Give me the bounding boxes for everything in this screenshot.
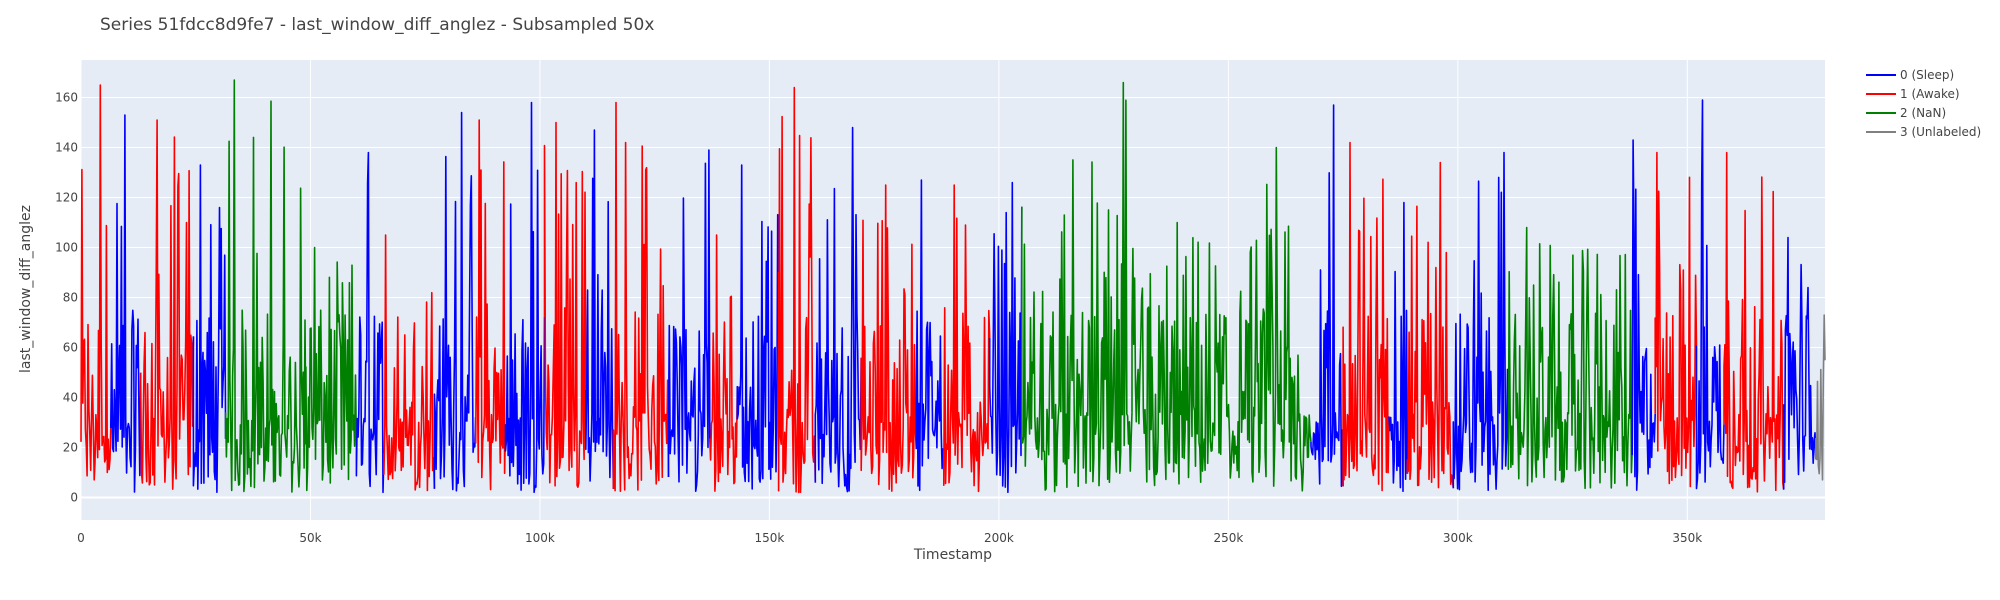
series-line-0-segment-18 (814, 126, 862, 493)
series-line-2-segment-5 (305, 246, 358, 492)
series-line-1-segment-36 (1723, 151, 1785, 493)
series-line-0-segment-37 (1782, 236, 1817, 490)
series-line-0-segment-27 (1310, 104, 1344, 488)
y-axis-title: last_window_diff_anglez (18, 205, 34, 373)
series-line-2-segment-25 (1131, 221, 1266, 487)
series-line-1-segment-28 (1342, 141, 1390, 492)
series-line-0-segment-22 (988, 181, 1023, 494)
series-line-1-segment-15 (709, 234, 739, 492)
series-line-1-segment-11 (543, 121, 587, 488)
series-line-0-segment-14 (667, 149, 711, 492)
series-line-0-segment-29 (1388, 201, 1409, 492)
series-line-2-segment-4 (224, 79, 307, 493)
series-line-1-segment-30 (1406, 161, 1455, 489)
x-tick-label: 300k (1443, 531, 1473, 545)
series-line-1-segment-19 (860, 184, 918, 492)
legend-label-0: 0 (Sleep) (1900, 68, 1954, 82)
series-line-2-segment-24 (1066, 81, 1133, 488)
plot-area (80, 79, 1826, 494)
series-line-2-segment-23 (1021, 206, 1069, 493)
y-tick-label: 160 (55, 91, 78, 105)
y-tick-label: 100 (55, 241, 78, 255)
x-tick-label: 350k (1672, 531, 1702, 545)
series-line-0-segment-8 (433, 111, 477, 492)
series-line-0-segment-35 (1695, 99, 1725, 490)
series-line-1-segment-17 (777, 86, 817, 494)
series-line-0-segment-20 (915, 179, 945, 492)
series-line-0-segment-16 (736, 164, 780, 490)
x-tick-label: 150k (754, 531, 784, 545)
series-line-1-segment-7 (383, 234, 436, 492)
series-line-0-segment-33 (1631, 139, 1656, 491)
y-tick-label: 120 (55, 191, 78, 205)
series-line-0-segment-6 (355, 151, 385, 494)
series-line-0-segment-31 (1452, 151, 1510, 491)
x-tick-label: 100k (525, 531, 555, 545)
y-tick-label: 140 (55, 141, 78, 155)
series-line-0-segment-10 (504, 101, 546, 494)
x-axis: 0 50k 100k 150k 200k 250k 300k 350k (77, 531, 1702, 545)
x-axis-title: Timestamp (913, 547, 992, 563)
x-tick-label: 200k (984, 531, 1014, 545)
x-tick-label: 0 (77, 531, 85, 545)
y-tick-label: 20 (63, 441, 78, 455)
y-tick-label: 80 (63, 291, 78, 305)
y-tick-label: 40 (63, 391, 78, 405)
y-axis: 0 20 40 60 80 100 120 140 160 (55, 91, 78, 505)
series-line-2-segment-26 (1264, 146, 1312, 492)
chart-title: Series 51fdcc8d9fe7 - last_window_diff_a… (100, 15, 654, 35)
series-line-2-segment-32 (1507, 226, 1633, 490)
series-line-3-segment-38 (1815, 314, 1826, 481)
series-line-0-segment-3 (192, 164, 227, 493)
series-line-1-segment-0 (80, 84, 112, 481)
x-tick-label: 250k (1213, 531, 1243, 545)
y-tick-label: 0 (70, 491, 78, 505)
series-line-1-segment-9 (474, 119, 507, 491)
legend-label-1: 1 (Awake) (1900, 87, 1960, 101)
series-line-0-segment-1 (110, 114, 142, 493)
y-tick-label: 60 (63, 341, 78, 355)
legend-label-3: 3 (Unlabeled) (1900, 125, 1981, 139)
series-line-1-segment-2 (139, 119, 195, 490)
legend-label-2: 2 (NaN) (1900, 106, 1946, 120)
series-line-1-segment-13 (612, 101, 670, 492)
series-line-0-segment-12 (585, 129, 615, 490)
legend: 0 (Sleep) 1 (Awake) 2 (NaN) 3 (Unlabeled) (1866, 68, 1981, 139)
series-line-1-segment-34 (1654, 151, 1698, 488)
x-tick-label: 50k (299, 531, 321, 545)
series-line-1-segment-21 (943, 184, 991, 493)
